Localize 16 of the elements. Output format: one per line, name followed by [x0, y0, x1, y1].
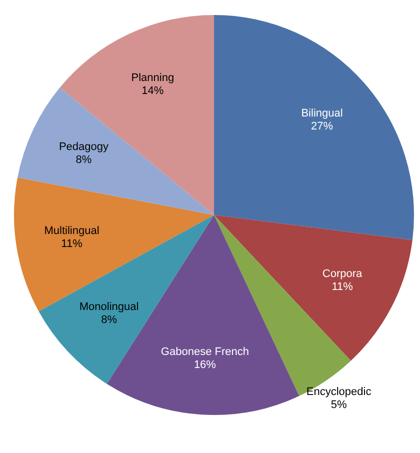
data-label: 11%: [61, 238, 83, 250]
data-label: 5%: [330, 399, 347, 412]
slice-label: Monolingual: [79, 301, 139, 314]
data-label: 27%: [311, 120, 334, 132]
slice-label: Pedagogy: [58, 141, 109, 154]
slice-label: Corpora: [322, 268, 364, 280]
data-label: 14%: [142, 85, 164, 98]
data-label: 8%: [101, 314, 118, 326]
slice-label: Gabonese French: [160, 346, 249, 358]
slice-label: Bilingual: [301, 107, 343, 120]
slice-label: Multilingual: [44, 225, 100, 238]
data-label: 16%: [194, 359, 216, 372]
data-label: 11%: [332, 280, 354, 293]
slice-label: Encyclopedic: [306, 386, 372, 398]
slice-label: Planning: [131, 72, 174, 84]
data-label: 8%: [76, 154, 92, 166]
